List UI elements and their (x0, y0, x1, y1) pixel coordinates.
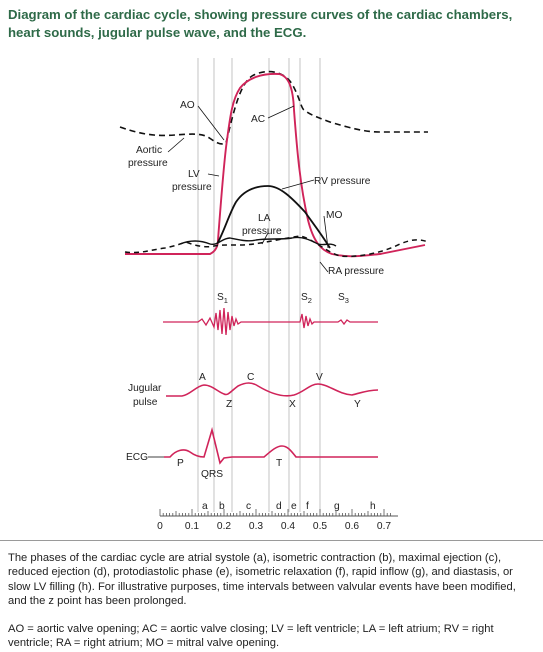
time-tick-0.1: 0.1 (185, 521, 199, 532)
rv-pressure-curve (216, 185, 331, 249)
lv-pressure-curve (125, 72, 426, 258)
wave-p-label: P (177, 458, 184, 469)
time-tick-0.4: 0.4 (281, 521, 295, 532)
aortic-pressure-curve (119, 70, 428, 145)
phase-label-d: d (276, 501, 282, 512)
time-tick-0: 0 (157, 521, 163, 532)
separator-line (0, 540, 543, 541)
wave-z-label: Z (226, 399, 232, 410)
wave-y-label: Y (354, 399, 361, 410)
ao-pointer (197, 105, 225, 141)
heart-sounds-trace (163, 307, 378, 336)
phase-divider-lines (197, 58, 321, 512)
wave-x-label: X (289, 399, 296, 410)
la-pointer (261, 232, 269, 245)
phase-label-g: g (334, 501, 340, 512)
mo-label: MO (326, 210, 342, 221)
s1-label: S1 (217, 292, 228, 305)
time-axis-minor-ticks (159, 509, 391, 516)
wave-v-label: V (316, 372, 323, 383)
wave-c-label: C (247, 372, 254, 383)
cardiac-cycle-diagram: AO AC Aortic pressure LV pressure RV pre… (119, 58, 429, 532)
phase-label-e: e (291, 501, 297, 512)
la-pressure-label-line1: LA (258, 213, 271, 224)
s3-label: S3 (338, 292, 349, 305)
s2-label: S2 (301, 292, 312, 305)
ra-pointer (319, 261, 329, 273)
aortic-pointer (167, 137, 185, 153)
time-tick-0.6: 0.6 (345, 521, 359, 532)
la-pressure-label-line2: pressure (242, 226, 282, 237)
lv-pointer (207, 173, 220, 177)
aortic-pressure-label-line2: pressure (128, 158, 168, 169)
ac-label: AC (251, 114, 265, 125)
aortic-pressure-label-line1: Aortic (136, 145, 162, 156)
diagram-title: Diagram of the cardiac cycle, showing pr… (8, 7, 513, 40)
jugular-label-line1: Jugular (128, 383, 162, 394)
ra-pressure-label: RA pressure (328, 266, 384, 277)
caption-abbreviations: AO = aortic valve opening; AC = aortic v… (8, 623, 494, 650)
time-tick-0.2: 0.2 (217, 521, 231, 532)
wave-t-label: T (276, 458, 282, 469)
lv-pressure-label-line2: pressure (172, 182, 212, 193)
time-tick-0.7: 0.7 (377, 521, 391, 532)
ra-pressure-curve (124, 235, 429, 258)
phase-label-a: a (202, 501, 208, 512)
ecg-label: ECG (126, 452, 148, 463)
phase-label-b: b (219, 501, 225, 512)
la-pressure-curve (179, 236, 337, 247)
phase-label-c: c (246, 501, 251, 512)
ao-label: AO (180, 100, 195, 111)
ac-pointer (267, 105, 295, 119)
time-tick-0.3: 0.3 (249, 521, 263, 532)
phase-label-h: h (370, 501, 376, 512)
ecg-trace (164, 426, 378, 465)
rv-pressure-label: RV pressure (314, 176, 371, 187)
lv-pressure-label-line1: LV (188, 169, 200, 180)
mo-pointer (323, 215, 329, 249)
phase-label-f: f (306, 501, 309, 512)
caption-phases: The phases of the cardiac cycle are atri… (8, 552, 516, 607)
wave-a-label: A (199, 372, 206, 383)
jugular-label-line2: pulse (133, 397, 158, 408)
rv-pointer (281, 179, 315, 190)
jugular-pulse-curve (166, 382, 379, 397)
wave-qrs-label: QRS (201, 469, 223, 480)
time-tick-0.5: 0.5 (313, 521, 327, 532)
